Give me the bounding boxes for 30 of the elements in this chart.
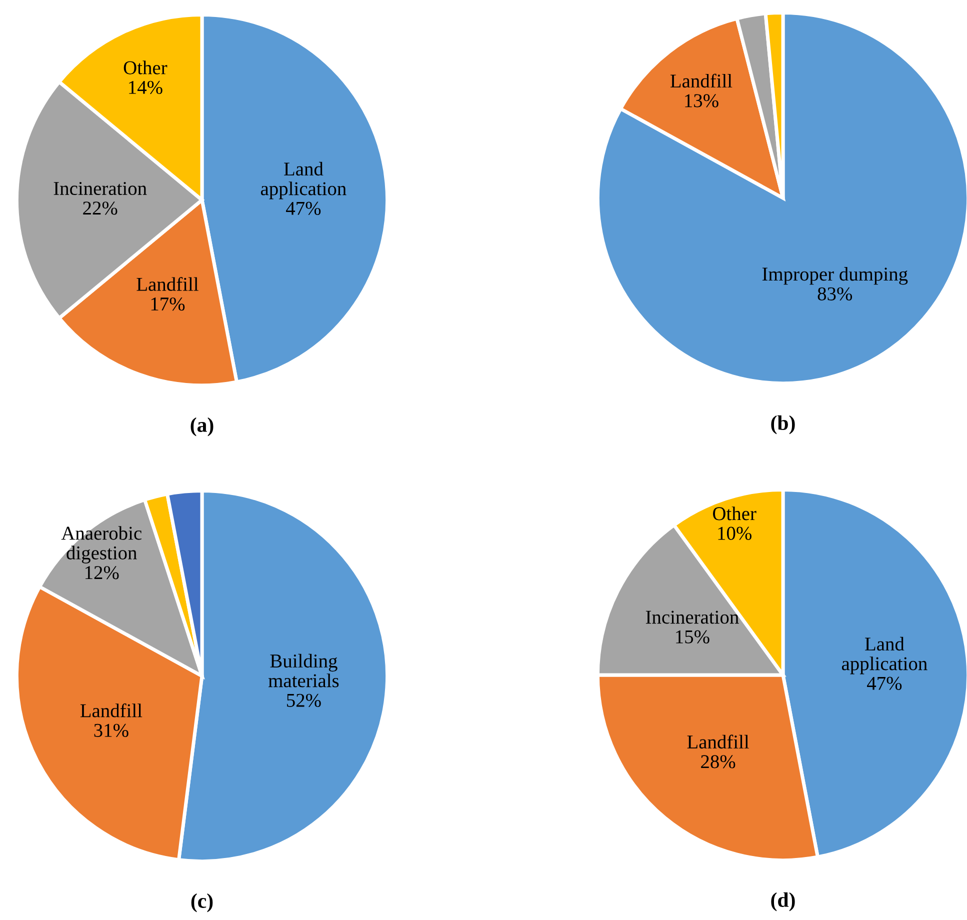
data-label: 47% (286, 202, 321, 215)
slice-label: Landfill (687, 734, 749, 749)
data-label: 52% (287, 694, 321, 708)
data-label: 12% (85, 566, 119, 580)
slice-label: Incineration (646, 610, 739, 624)
data-label: 28% (701, 755, 736, 768)
data-label: 83% (818, 287, 852, 301)
slice-label: Building materials (268, 654, 339, 688)
text: (d) (771, 892, 795, 912)
data-label: 10% (718, 526, 752, 540)
slice-label: Incineration (54, 182, 147, 196)
slice-label: Land application (260, 162, 346, 200)
text: (a) (190, 417, 214, 436)
data-label: 47% (867, 676, 902, 690)
slice-label: Anaerobic digestion (61, 526, 142, 564)
slice-label: Other (124, 60, 168, 74)
text: (b) (771, 415, 795, 434)
slice-label: Landfill (80, 703, 142, 718)
slice-label: Landfill (670, 74, 732, 88)
slice-label: Improper dumping (762, 267, 908, 285)
slice-label: Other (712, 506, 756, 520)
data-label: 15% (676, 630, 710, 644)
slice-label: Land application (842, 636, 928, 674)
data-label: 22% (83, 202, 118, 215)
text: (c) (191, 893, 213, 912)
data-label: 31% (94, 724, 128, 738)
slice-label: Landfill (136, 277, 198, 291)
data-label: 13% (685, 94, 718, 108)
data-label: 14% (129, 80, 162, 94)
data-label: 17% (151, 297, 185, 311)
